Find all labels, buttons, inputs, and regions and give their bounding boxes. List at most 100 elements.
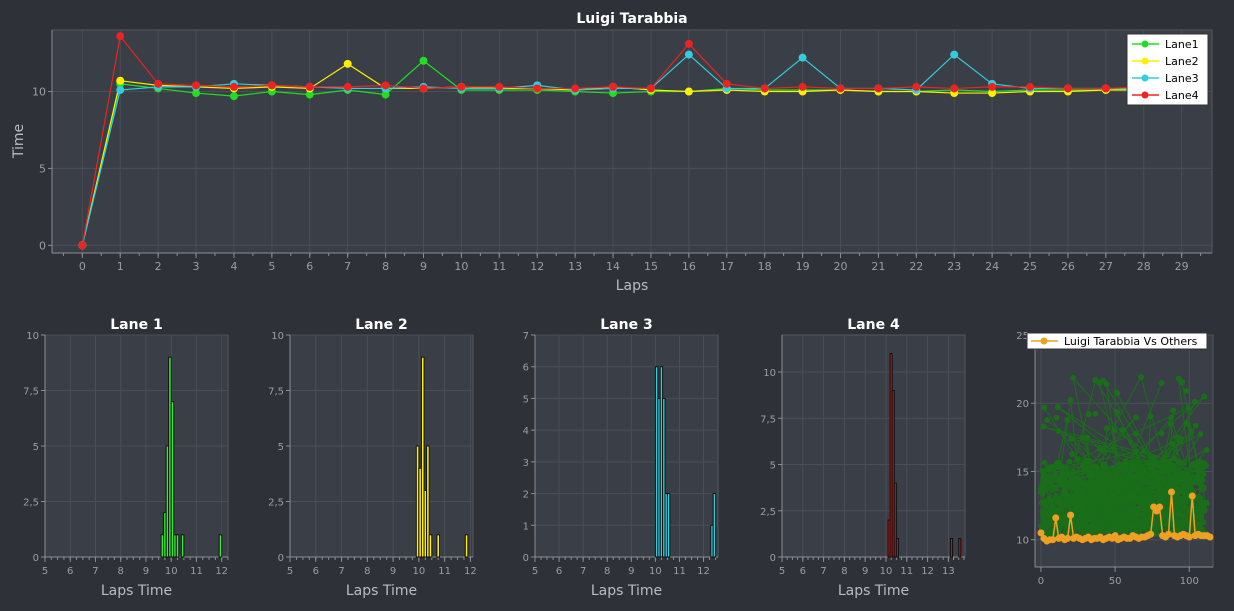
others-point (1198, 511, 1205, 518)
lane2-histogram: 5 6 7 8 9 10 11 12 0 2,5 5 7,5 10 Lane 2 Laps Time (268, 317, 477, 599)
histogram-bar (949, 538, 954, 558)
others-point (1041, 404, 1048, 411)
others-point (1100, 485, 1107, 492)
others-point (1039, 467, 1046, 474)
x-tick-label: 9 (143, 566, 149, 577)
x-tick-label: 15 (644, 260, 658, 273)
data-point-lane4 (760, 84, 769, 93)
others-point (1200, 484, 1207, 491)
x-tick-label: 6 (67, 566, 73, 577)
chart-title: Luigi Tarabbia (576, 11, 687, 27)
others-point (1179, 488, 1186, 495)
others-line (1117, 528, 1202, 532)
others-point (1114, 409, 1121, 416)
data-point-lane3 (950, 50, 959, 59)
x-tick-label: 7 (580, 566, 586, 577)
y-tick-label: 5 (523, 394, 529, 405)
plot-area (534, 334, 719, 558)
others-line (1096, 498, 1183, 518)
x-tick-label: 11 (900, 566, 913, 577)
plot-area (51, 29, 1213, 254)
x-tick-label: 5 (532, 566, 538, 577)
legend-swatch-marker (1141, 91, 1149, 99)
driver-data-point (1037, 529, 1045, 537)
y-tick-label: 2,5 (760, 507, 776, 518)
others-point (1120, 509, 1127, 516)
others-line (1058, 430, 1121, 494)
others-point (1183, 472, 1190, 479)
driver-data-point (1206, 533, 1214, 541)
data-point-lane1 (381, 90, 390, 99)
data-point-lane4 (192, 81, 201, 90)
others-point (1179, 379, 1186, 386)
y-tick-label: 1 (523, 521, 529, 532)
y-tick-label: 2 (523, 490, 529, 501)
x-tick-label: 8 (841, 566, 847, 577)
x-tick-label: 13 (942, 566, 955, 577)
y-tick-label: 7,5 (23, 387, 39, 398)
others-point (1201, 460, 1208, 467)
legend-label: Lane3 (1165, 72, 1199, 85)
histogram-bar (464, 534, 469, 558)
y-tick-label: 2,5 (23, 498, 39, 509)
others-line (1134, 492, 1168, 513)
others-point (1191, 398, 1198, 405)
data-point-lane4 (78, 241, 87, 250)
others-line (1063, 473, 1128, 515)
others-point (1084, 480, 1091, 487)
data-point-lane4 (912, 82, 921, 91)
x-tick-label: 25 (1023, 260, 1037, 273)
y-tick-label: 0 (39, 239, 46, 252)
plot-area (781, 334, 966, 558)
x-tick-label: 10 (454, 260, 468, 273)
x-tick-label: 8 (604, 566, 610, 577)
x-tick-label: 7 (344, 260, 351, 273)
data-point-lane1 (419, 56, 428, 65)
others-point (1134, 473, 1141, 480)
y-tick-label: 0 (33, 553, 39, 564)
histogram-bar (712, 493, 717, 558)
x-axis-label: Laps Time (838, 583, 909, 599)
legend-label: Lane4 (1165, 89, 1199, 102)
others-line (1099, 448, 1188, 476)
comparison-scatter: 0 50 100 10 15 20 25 Luigi Tarabbia Vs Others (1016, 331, 1214, 587)
data-point-lane4 (798, 82, 807, 91)
data-point-lane1 (192, 89, 201, 98)
y-tick-label: 5 (770, 461, 776, 472)
data-point-lane4 (495, 82, 504, 91)
data-point-lane4 (874, 84, 883, 93)
x-tick-label: 4 (230, 260, 237, 273)
driver-data-point (1147, 530, 1155, 538)
x-tick-label: 23 (947, 260, 961, 273)
histogram-bar (175, 534, 180, 558)
others-line (1051, 481, 1123, 533)
others-line (1048, 419, 1068, 499)
others-line (1171, 443, 1199, 498)
histogram-bar (958, 538, 962, 558)
data-point-lane4 (154, 79, 163, 88)
x-tick-label: 7 (338, 566, 344, 577)
others-point (1123, 521, 1130, 528)
chart-title: Lane 2 (355, 317, 407, 333)
others-point (1041, 520, 1048, 527)
x-tick-label: 9 (420, 260, 427, 273)
y-tick-label: 0 (523, 553, 529, 564)
driver-data-point (1185, 533, 1193, 541)
x-axis-label: Laps (616, 278, 649, 294)
y-tick-label: 7,5 (268, 387, 284, 398)
y-tick-label: 4 (523, 426, 529, 437)
x-tick-label: 20 (833, 260, 847, 273)
legend-label: Luigi Tarabbia Vs Others (1064, 335, 1198, 348)
data-point-lane2 (343, 59, 352, 68)
others-line (1070, 400, 1081, 490)
others-line (1104, 448, 1114, 466)
histogram-bar (426, 445, 430, 558)
others-point (1056, 464, 1063, 471)
data-point-lane4 (419, 84, 428, 93)
histogram-bar (428, 534, 433, 558)
others-point (1099, 461, 1106, 468)
histogram-bar (218, 534, 223, 558)
x-tick-label: 24 (985, 260, 999, 273)
others-line (1100, 475, 1150, 497)
